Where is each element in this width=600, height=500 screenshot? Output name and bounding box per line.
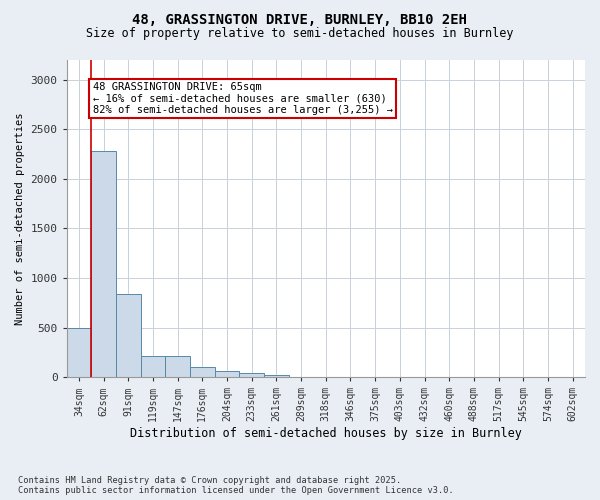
Text: 48 GRASSINGTON DRIVE: 65sqm
← 16% of semi-detached houses are smaller (630)
82% : 48 GRASSINGTON DRIVE: 65sqm ← 16% of sem…	[92, 82, 392, 115]
Bar	[67, 328, 91, 377]
Bar	[91, 151, 116, 377]
Y-axis label: Number of semi-detached properties: Number of semi-detached properties	[15, 112, 25, 325]
Text: Contains HM Land Registry data © Crown copyright and database right 2025.
Contai: Contains HM Land Registry data © Crown c…	[18, 476, 454, 495]
Text: 48, GRASSINGTON DRIVE, BURNLEY, BB10 2EH: 48, GRASSINGTON DRIVE, BURNLEY, BB10 2EH	[133, 12, 467, 26]
Bar	[264, 375, 289, 377]
Text: Size of property relative to semi-detached houses in Burnley: Size of property relative to semi-detach…	[86, 28, 514, 40]
Bar	[239, 373, 264, 377]
Bar	[215, 370, 239, 377]
Bar	[166, 356, 190, 377]
Bar	[140, 356, 166, 377]
X-axis label: Distribution of semi-detached houses by size in Burnley: Distribution of semi-detached houses by …	[130, 427, 522, 440]
Bar	[190, 367, 215, 377]
Bar	[116, 294, 140, 377]
